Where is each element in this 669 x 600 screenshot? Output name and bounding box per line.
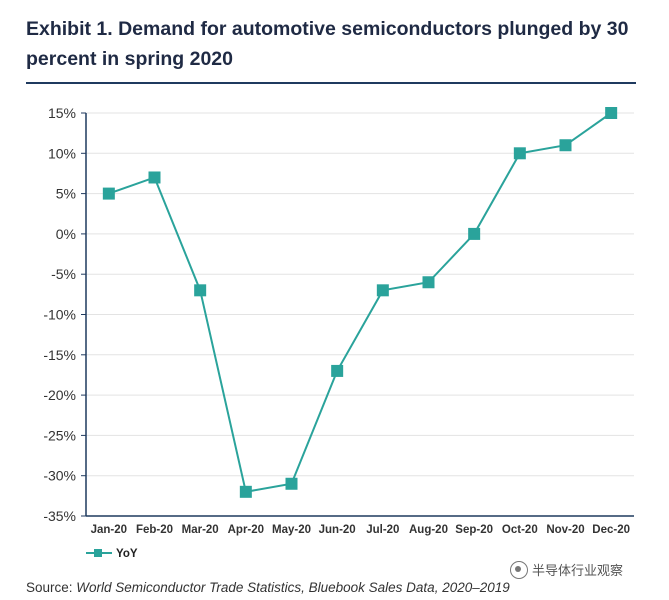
data-point: [194, 284, 207, 297]
x-tick-label: Oct-20: [502, 524, 538, 536]
data-point: [148, 171, 161, 184]
data-point: [468, 227, 481, 240]
wechat-icon: [510, 560, 528, 579]
source-text: World Semiconductor Trade Statistics, Bl…: [76, 580, 510, 595]
x-tick-label: Jun-20: [319, 524, 356, 536]
x-tick-label: Dec-20: [592, 524, 630, 536]
legend-marker: [94, 549, 102, 557]
data-point: [102, 187, 115, 200]
x-tick-label: Sep-20: [455, 524, 493, 536]
watermark-text: 半导体行业观察: [532, 564, 624, 579]
y-tick-label: -25%: [43, 427, 76, 443]
data-point: [559, 139, 572, 152]
y-tick-label: 0%: [56, 226, 76, 242]
y-tick-label: -5%: [51, 266, 76, 282]
chart-title: Exhibit 1. Demand for automotive semicon…: [26, 18, 629, 70]
x-tick-label: Feb-20: [136, 524, 173, 536]
watermark: 半导体行业观察: [510, 560, 623, 579]
title-divider: [26, 82, 636, 84]
source-note: Source: World Semiconductor Trade Statis…: [26, 580, 510, 595]
y-tick-label: -15%: [43, 347, 76, 363]
series-line-yoy: [108, 112, 612, 493]
data-point: [376, 284, 389, 297]
x-tick-label: Jul-20: [366, 524, 399, 536]
x-tick-label: Apr-20: [228, 524, 264, 536]
data-point: [605, 107, 618, 119]
source-prefix: Source:: [26, 580, 77, 595]
data-point: [331, 364, 344, 377]
y-tick-label: 5%: [56, 186, 76, 202]
y-tick-label: -10%: [43, 307, 76, 323]
y-tick-label: -30%: [43, 468, 76, 484]
y-tick-label: -20%: [43, 387, 76, 403]
data-point: [513, 147, 526, 160]
data-point: [285, 477, 298, 490]
x-tick-label: May-20: [272, 524, 311, 536]
x-tick-label: Nov-20: [546, 524, 584, 536]
y-tick-label: -35%: [43, 508, 76, 524]
y-tick-label: 15%: [48, 105, 76, 121]
x-tick-label: Mar-20: [182, 524, 219, 536]
data-point: [239, 485, 252, 498]
y-tick-label: 10%: [48, 145, 76, 161]
x-tick-label: Jan-20: [91, 524, 127, 536]
legend-label: YoY: [116, 548, 138, 560]
data-point: [422, 276, 435, 289]
x-tick-label: Aug-20: [409, 524, 448, 536]
